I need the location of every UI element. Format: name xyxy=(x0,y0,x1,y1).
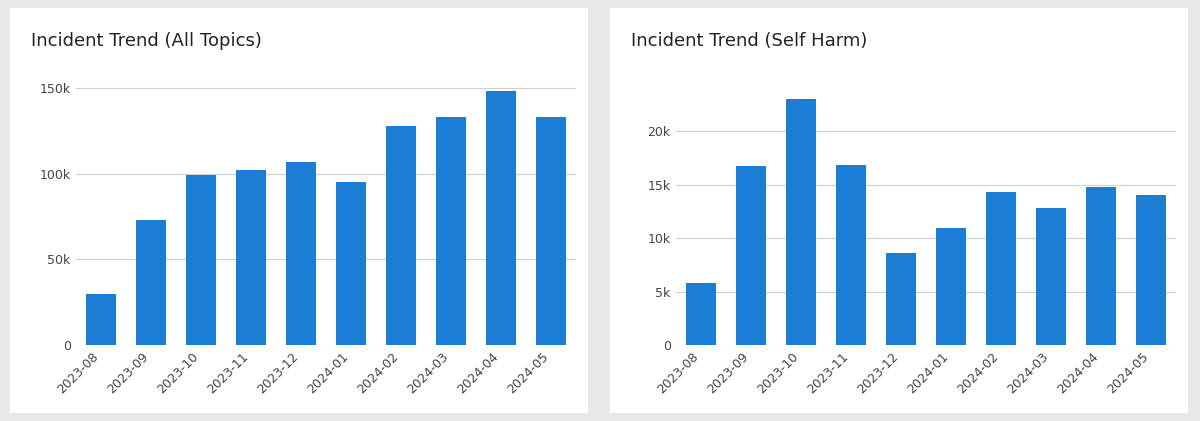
Bar xyxy=(936,228,966,345)
Bar xyxy=(136,220,166,345)
Bar xyxy=(685,283,715,345)
Text: Incident Trend (Self Harm): Incident Trend (Self Harm) xyxy=(631,32,868,50)
Bar xyxy=(286,162,316,345)
Bar xyxy=(1036,208,1066,345)
Bar xyxy=(386,126,416,345)
Bar xyxy=(736,166,766,345)
Bar xyxy=(886,253,916,345)
Bar xyxy=(186,176,216,345)
Bar xyxy=(786,99,816,345)
Bar xyxy=(235,170,265,345)
Bar xyxy=(536,117,566,345)
Bar xyxy=(85,294,115,345)
Bar xyxy=(436,117,466,345)
Bar xyxy=(1136,195,1166,345)
Bar xyxy=(1086,187,1116,345)
Bar xyxy=(835,165,865,345)
Bar xyxy=(486,91,516,345)
Bar xyxy=(336,182,366,345)
Bar xyxy=(986,192,1016,345)
Text: Incident Trend (All Topics): Incident Trend (All Topics) xyxy=(31,32,262,50)
